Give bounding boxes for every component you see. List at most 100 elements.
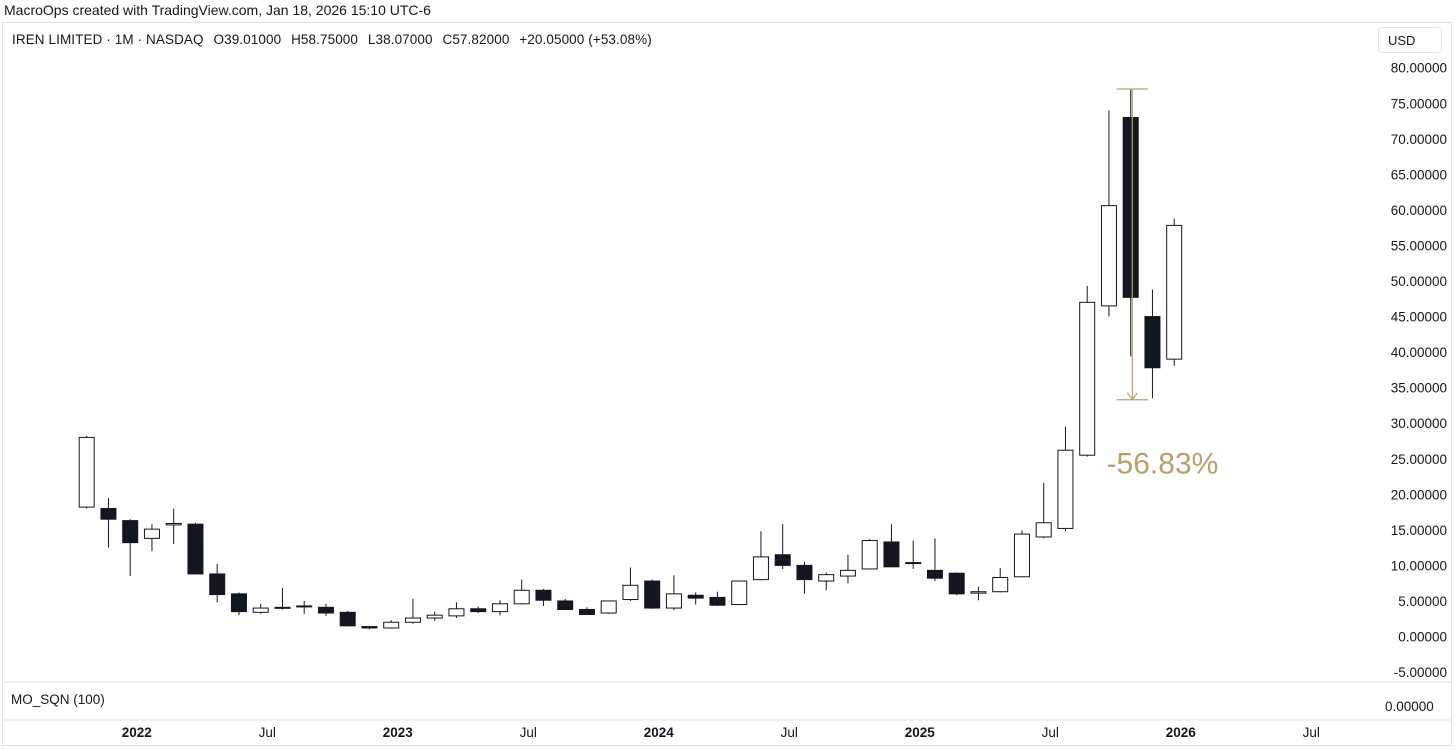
candle[interactable]: [861, 539, 878, 570]
candle-body-down: [122, 520, 139, 544]
candle[interactable]: [796, 561, 813, 594]
candle-body-up: [839, 569, 856, 577]
candle-body-down: [339, 611, 356, 627]
y-tick-label: 80.00000: [1391, 61, 1447, 76]
measure-percent-label: -56.83%: [1107, 447, 1219, 480]
candle[interactable]: [578, 607, 595, 615]
candle-body-down: [230, 593, 247, 613]
candle[interactable]: [535, 588, 552, 606]
price-range-measure[interactable]: -56.83%: [1107, 88, 1219, 480]
candle[interactable]: [317, 603, 334, 616]
candle-body-down: [470, 608, 487, 613]
price-axis[interactable]: 80.00000 75.00000 70.00000 65.00000 60.00000…: [1391, 61, 1447, 680]
x-tick-label: 2026: [1166, 725, 1197, 740]
candle-body-up: [252, 607, 269, 613]
x-tick-label: Jul: [520, 725, 537, 740]
candle[interactable]: [622, 567, 639, 601]
candle[interactable]: [274, 588, 291, 610]
candle-body-up: [600, 600, 617, 614]
candle[interactable]: [1122, 89, 1139, 357]
y-tick-label: 70.00000: [1391, 132, 1447, 147]
time-axis[interactable]: 2022 Jul 2023 Jul 2024 Jul 2025 Jul 2026 Jul: [122, 725, 1320, 740]
y-tick-label: 40.00000: [1391, 345, 1447, 360]
y-tick-label: 25.00000: [1391, 452, 1447, 467]
candle[interactable]: [100, 497, 117, 548]
candle[interactable]: [339, 610, 356, 627]
candle[interactable]: [426, 611, 443, 621]
candle-body-up: [970, 591, 987, 594]
candle-body-up: [1057, 449, 1074, 529]
candle[interactable]: [1100, 110, 1117, 317]
candle-body-up: [513, 589, 530, 605]
candle[interactable]: [818, 572, 835, 591]
candle-body-down: [926, 569, 943, 579]
y-tick-label: 60.00000: [1391, 203, 1447, 218]
candle[interactable]: [665, 575, 682, 611]
candle[interactable]: [122, 519, 139, 577]
candle[interactable]: [361, 625, 378, 630]
candles-layer: [78, 89, 1183, 630]
candle-body-down: [535, 589, 552, 601]
candle-body-down: [687, 594, 704, 599]
candle-body-up: [78, 436, 95, 508]
candle[interactable]: [905, 540, 922, 569]
candle[interactable]: [883, 524, 900, 568]
candle-body-up: [752, 556, 769, 581]
candle[interactable]: [470, 606, 487, 614]
symbol-legend: IREN LIMITED · 1M · NASDAQ O39.01000 H58…: [12, 32, 658, 47]
currency-selector-button[interactable]: USD: [1378, 27, 1442, 53]
candle[interactable]: [252, 603, 269, 614]
candle[interactable]: [731, 580, 748, 606]
candle-body-down: [948, 572, 965, 595]
candle-body-up: [992, 576, 1009, 593]
candle[interactable]: [992, 568, 1009, 593]
candle[interactable]: [839, 554, 856, 584]
candle-body-down: [644, 580, 661, 609]
x-tick-label: 2024: [644, 725, 675, 740]
candle[interactable]: [383, 620, 400, 629]
candle[interactable]: [448, 602, 465, 619]
candle[interactable]: [209, 563, 226, 603]
candle[interactable]: [143, 524, 160, 552]
candle[interactable]: [1013, 530, 1030, 578]
candle[interactable]: [404, 598, 421, 624]
candle[interactable]: [165, 508, 182, 545]
candle-body-down: [774, 554, 791, 566]
candle[interactable]: [1035, 482, 1052, 539]
candle[interactable]: [1166, 218, 1183, 366]
candle[interactable]: [1079, 285, 1096, 457]
y-tick-label: 0.00000: [1398, 630, 1447, 645]
x-tick-label: Jul: [1303, 725, 1320, 740]
candle[interactable]: [1057, 426, 1074, 532]
candle[interactable]: [187, 522, 204, 575]
candle[interactable]: [948, 572, 965, 596]
candle-body-up: [1013, 533, 1030, 578]
candle-body-up: [404, 617, 421, 623]
candle[interactable]: [600, 600, 617, 614]
candle[interactable]: [1144, 289, 1161, 399]
legend-open: O39.01000: [213, 32, 282, 47]
candle[interactable]: [491, 600, 508, 616]
candle-body-up: [1035, 522, 1052, 538]
candle[interactable]: [926, 538, 943, 582]
candle[interactable]: [774, 524, 791, 569]
y-tick-label: 30.00000: [1391, 416, 1447, 431]
candle[interactable]: [644, 579, 661, 609]
chart-credit: MacroOps created with TradingView.com, J…: [4, 2, 431, 18]
measure-arrow-icon: [1126, 392, 1138, 401]
candle[interactable]: [709, 591, 726, 606]
candle[interactable]: [687, 592, 704, 605]
candle[interactable]: [970, 586, 987, 601]
candle-body-up: [296, 605, 313, 608]
candle[interactable]: [752, 531, 769, 581]
indicator-label[interactable]: MO_SQN (100): [11, 692, 105, 707]
candle-body-up: [426, 614, 443, 619]
candle-body-up: [1166, 224, 1183, 360]
candle[interactable]: [513, 579, 530, 605]
legend-symbol[interactable]: IREN LIMITED · 1M · NASDAQ: [12, 32, 204, 47]
candle[interactable]: [557, 598, 574, 611]
candle[interactable]: [230, 592, 247, 616]
candle[interactable]: [296, 600, 313, 614]
candle[interactable]: [78, 435, 95, 509]
